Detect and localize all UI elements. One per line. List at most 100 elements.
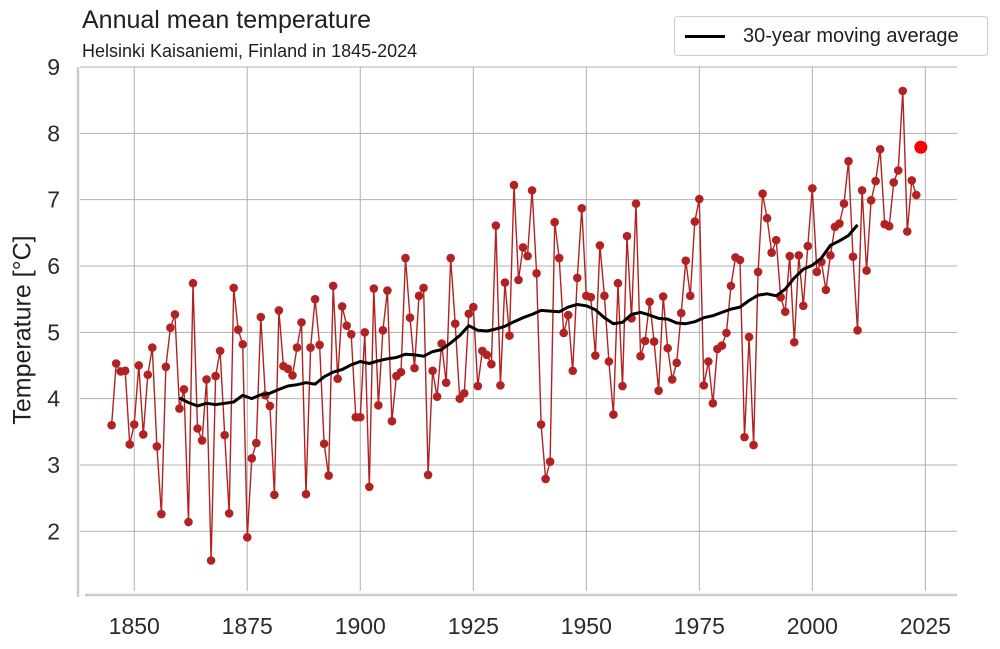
annual-mean-point [839, 199, 849, 208]
annual-mean-point [374, 400, 383, 410]
annual-mean-point [365, 482, 374, 492]
annual-mean-point [586, 292, 596, 302]
y-tick-label: 8 [47, 120, 60, 146]
annual-mean-point [509, 180, 519, 190]
annual-mean-point [618, 381, 627, 391]
annual-mean-point [315, 340, 324, 350]
annual-mean-point [591, 351, 600, 360]
annual-mean-point [676, 308, 686, 318]
annual-mean-point [826, 251, 835, 260]
annual-mean-point [572, 273, 582, 283]
annual-mean-point [446, 253, 455, 263]
x-tick-label: 1950 [561, 613, 612, 639]
annual-mean-point [699, 381, 709, 390]
annual-mean-point [342, 321, 352, 330]
annual-mean-point [188, 278, 198, 288]
legend-label: 30-year moving average [743, 25, 959, 47]
annual-mean-point [468, 302, 478, 312]
annual-mean-point [749, 440, 758, 450]
annual-mean-point [835, 219, 844, 228]
annual-mean-point [866, 196, 876, 205]
annual-mean-point [663, 343, 672, 353]
annual-mean-point [405, 313, 415, 323]
annual-mean-point [685, 291, 695, 301]
annual-mean-point [559, 328, 569, 338]
annual-mean-point [889, 178, 899, 187]
annual-mean-point [527, 186, 537, 195]
annual-mean-point [487, 359, 496, 369]
annual-mean-point [369, 284, 379, 293]
moving-average-line [178, 223, 859, 408]
y-tick-label: 4 [47, 386, 60, 412]
annual-mean-point [654, 386, 663, 395]
axes [76, 67, 957, 597]
annual-mean-point [482, 350, 492, 360]
grid [80, 66, 957, 591]
x-tick-label: 1850 [109, 613, 160, 639]
annual-mean-point [414, 291, 424, 301]
annual-mean-point [523, 251, 532, 261]
annual-mean-point [767, 248, 776, 258]
annual-mean-point [383, 286, 392, 295]
annual-mean-point [247, 454, 257, 463]
annual-mean-point [193, 424, 202, 433]
annual-mean-point [319, 439, 329, 449]
x-tick-label: 1925 [448, 613, 499, 639]
annual-mean-point [640, 336, 650, 346]
annual-mean-point [238, 339, 248, 349]
annual-mean-point [224, 509, 234, 518]
annual-mean-point [771, 235, 781, 245]
annual-mean-point [554, 253, 564, 263]
annual-mean-point [631, 199, 641, 208]
annual-mean-point [726, 281, 736, 291]
x-tick-label: 1975 [674, 613, 725, 639]
annual-mean-point [667, 375, 677, 384]
x-tick-label: 2000 [787, 613, 838, 639]
annual-mean-point [902, 227, 912, 236]
annual-mean-point [283, 364, 293, 374]
annual-mean-point [735, 255, 745, 265]
y-tick-label: 6 [47, 253, 60, 279]
annual-mean-point [907, 176, 917, 185]
annual-mean-point [428, 366, 437, 376]
annual-mean-point [297, 318, 306, 327]
annual-mean-point [496, 381, 505, 390]
annual-mean-point [704, 357, 713, 366]
annual-mean-point [464, 309, 474, 319]
annual-mean-point [206, 556, 216, 565]
annual-mean-point [215, 346, 225, 356]
annual-mean-point [762, 213, 772, 223]
annual-mean-point [166, 323, 175, 332]
annual-mean-point [233, 325, 243, 334]
annual-mean-point [229, 283, 239, 293]
y-tick-label: 9 [47, 54, 60, 80]
annual-mean-point [125, 440, 135, 449]
annual-mean-point [649, 337, 659, 346]
annual-mean-point [197, 436, 207, 445]
annual-mean-point [161, 362, 171, 372]
annual-mean-point [252, 438, 261, 448]
annual-mean-point [459, 389, 469, 398]
chart-subtitle: Helsinki Kaisaniemi, Finland in 1845-202… [82, 41, 418, 61]
annual-mean-point [292, 343, 302, 352]
annual-mean-point [256, 312, 266, 322]
legend: 30-year moving average [674, 16, 988, 56]
annual-mean-point [753, 267, 763, 277]
annual-mean-point [803, 241, 813, 251]
tick-labels: 1850 1875 1900 1925 1950 1975 2000 2025 2 3 4 5 6 7 8 9 [47, 54, 951, 639]
annual-mean-point [672, 358, 682, 368]
annual-mean-point [410, 363, 419, 373]
annual-mean-point [324, 471, 333, 480]
annual-mean-point [563, 310, 573, 320]
annual-mean-point [577, 203, 587, 213]
annual-mean-point [396, 367, 406, 377]
y-tick-label: 2 [47, 518, 60, 544]
annual-mean-point [808, 184, 817, 193]
series [107, 86, 928, 565]
annual-mean-point [378, 326, 388, 335]
annual-mean-point [157, 509, 166, 519]
annual-mean-point [175, 404, 184, 413]
annual-mean-point [491, 221, 501, 230]
annual-mean-point [148, 343, 157, 352]
annual-mean-point [758, 189, 767, 198]
